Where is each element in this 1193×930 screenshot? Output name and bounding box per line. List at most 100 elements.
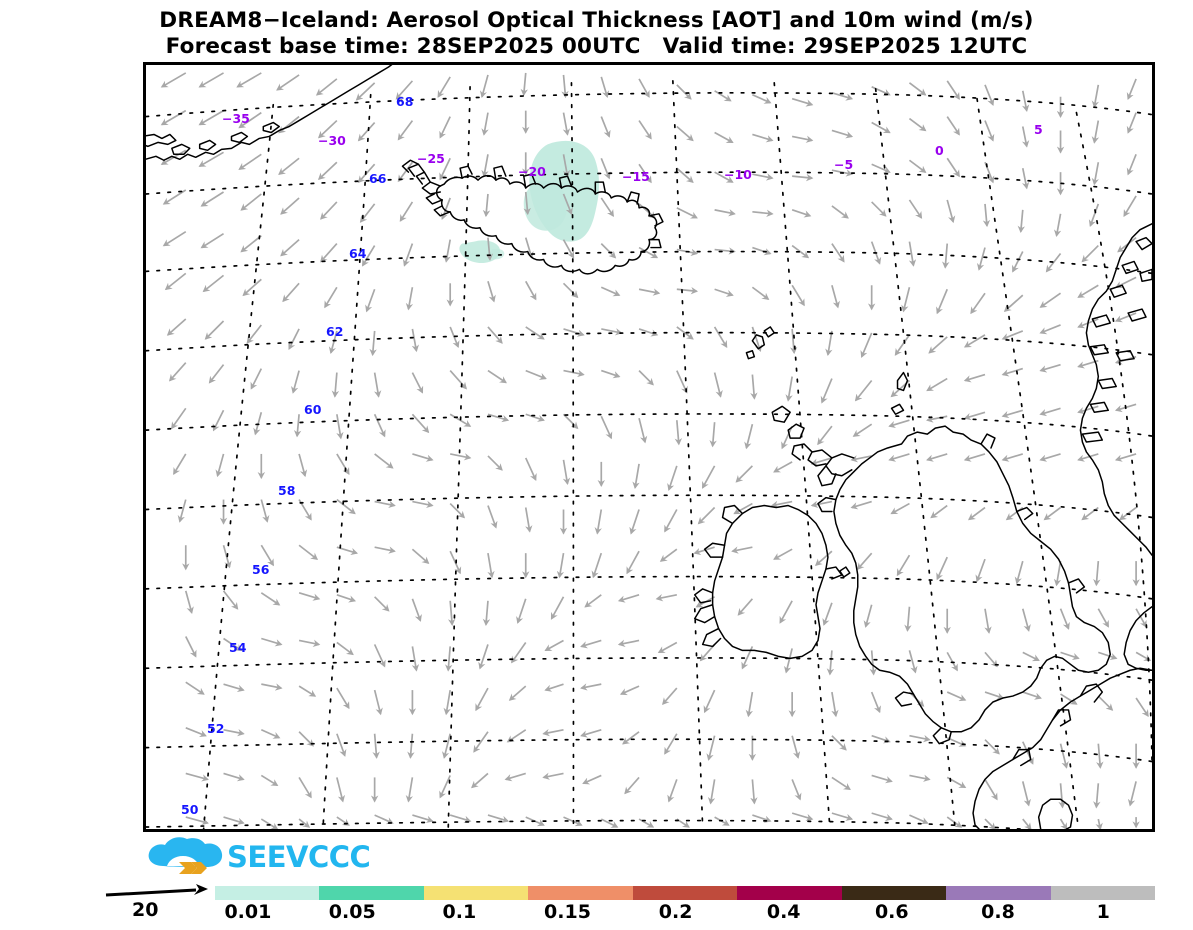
parallel-54 xyxy=(146,657,1152,682)
colorbar-segment-6 xyxy=(841,886,947,900)
meridian-m35 xyxy=(202,103,275,829)
greenland-island-4 xyxy=(262,121,280,134)
scotland-west-coast-2 xyxy=(807,449,833,467)
colorbar-segment-5 xyxy=(737,886,842,900)
denmark-coast xyxy=(1123,606,1152,671)
europe-north-coast xyxy=(972,667,1152,829)
colorbar-tick-6: 0.6 xyxy=(874,901,909,923)
brittany-coast xyxy=(1037,798,1074,829)
cloud-shape xyxy=(148,837,223,867)
norway-inner-2 xyxy=(1127,308,1147,322)
ireland-donegal-bay xyxy=(703,542,726,558)
iceland-west-bay-2 xyxy=(433,205,451,217)
valid-time: Valid time: 29SEP2025 12UTC xyxy=(662,34,1028,59)
map-frame[interactable]: 68 66 64 62 60 58 56 54 52 50 −35 −30 −2… xyxy=(143,62,1155,832)
greenland-island-3 xyxy=(230,131,249,144)
colorbar-tick-0: 0.01 xyxy=(224,901,272,923)
colorbar-tick-5: 0.4 xyxy=(766,901,801,923)
gb-east-inlet-1 xyxy=(980,433,996,449)
aot-shading-layer xyxy=(459,140,600,263)
europe-inlet-1 xyxy=(1079,683,1104,703)
cloud-icon xyxy=(148,837,223,874)
colorbar-tick-2: 0.1 xyxy=(442,901,477,923)
colorbar-tick-1: 0.05 xyxy=(328,901,376,923)
scotland-firth-1 xyxy=(817,465,837,487)
iceland-east-fjord-2 xyxy=(648,238,662,249)
greenland-island-1 xyxy=(171,143,191,156)
ireland-north-coast xyxy=(721,504,744,525)
norway-fjord-8 xyxy=(1081,431,1104,443)
wind-scale-value: 20 xyxy=(132,899,159,921)
colorbar-segment-4 xyxy=(632,886,738,900)
grid-lines-layer xyxy=(146,80,1152,829)
iceland-westfjords-1 xyxy=(421,181,441,195)
wind-vector-field xyxy=(160,72,1152,829)
colorbar-tick-labels: 0.01 0.05 0.1 0.15 0.2 0.4 0.6 0.8 1 xyxy=(215,901,1155,927)
ireland-coast xyxy=(711,504,829,660)
gb-east-inlet-2 xyxy=(1016,506,1034,521)
coastline-layer xyxy=(146,65,1152,829)
norway-inner-3 xyxy=(1115,350,1135,362)
colorbar-tick-7: 0.8 xyxy=(981,901,1015,923)
iceland-westfjords-3 xyxy=(407,163,426,177)
wind-scale-legend: 20 xyxy=(104,884,210,928)
hebrides-3 xyxy=(771,405,791,423)
hebrides-1 xyxy=(791,443,813,461)
great-britain-coast xyxy=(833,425,1111,733)
greenland-inlet-1 xyxy=(146,133,177,148)
colorbar-segment-0 xyxy=(215,886,320,900)
meridian-5 xyxy=(1075,111,1152,761)
logo-wordmark: SEEVCCC xyxy=(227,840,371,874)
hebrides-2 xyxy=(787,423,805,439)
iceland-west-bay-1 xyxy=(425,193,443,205)
arrow-chevron-icon xyxy=(179,862,197,874)
iceland-westfjords-4 xyxy=(401,159,420,173)
meridian-m5 xyxy=(874,87,957,829)
title-line-times: Forecast base time: 28SEP2025 00UTC Valid… xyxy=(0,34,1193,59)
orkney-islands xyxy=(890,403,905,416)
scotland-firth-2 xyxy=(817,496,837,513)
iceland-north-fjord-1 xyxy=(459,165,473,179)
colorbar-segment-1 xyxy=(319,886,424,900)
norway-fjord-4 xyxy=(1091,314,1111,328)
forecast-base-time: Forecast base time: 28SEP2025 00UTC xyxy=(165,34,641,59)
arrow-chevron-icon-2 xyxy=(191,862,207,874)
parallel-58 xyxy=(146,494,1152,519)
faroe-islands-1 xyxy=(751,334,766,350)
shetland-islands xyxy=(896,371,909,392)
wind-scale-arrow-icon xyxy=(105,884,208,897)
norway-coast xyxy=(1079,223,1152,556)
isle-of-man xyxy=(839,566,851,578)
meridian-m30 xyxy=(322,93,372,829)
parallel-52 xyxy=(146,738,1152,763)
parallel-62 xyxy=(146,331,1152,356)
norway-fjord-6 xyxy=(1097,377,1117,390)
meridian-m15 xyxy=(672,80,704,829)
colorbar-segment-2 xyxy=(423,886,529,900)
iceland-north-fjord-3 xyxy=(523,173,537,189)
colorbar-tick-8: 1 xyxy=(1096,901,1110,923)
colorbar-tick-3: 0.15 xyxy=(544,901,591,923)
norway-fjord-5 xyxy=(1089,344,1110,356)
colorbar-segment-8 xyxy=(1050,886,1155,900)
meridian-m10 xyxy=(773,82,831,829)
greenland-island-2 xyxy=(198,139,217,152)
parallel-56 xyxy=(146,575,1152,600)
ireland-west-bay-2 xyxy=(693,604,716,624)
gb-wash xyxy=(1067,578,1086,594)
norway-fjord-3 xyxy=(1109,284,1127,298)
greenland-coast xyxy=(146,65,393,161)
meridian-m20 xyxy=(570,82,575,829)
gb-bristol-channel xyxy=(894,691,915,707)
colorbar-segment-3 xyxy=(528,886,633,900)
gb-cornwall xyxy=(932,727,952,745)
norway-fjord-2 xyxy=(1121,260,1139,275)
ireland-east-inlet xyxy=(825,566,843,580)
colorbar-segment-7 xyxy=(946,886,1051,900)
europe-inlet-3 xyxy=(1012,748,1032,767)
iceland-north-fjord-2 xyxy=(493,165,507,181)
iceland-east-fjord-1 xyxy=(648,213,664,227)
page-title: DREAM8−Iceland: Aerosol Optical Thicknes… xyxy=(0,8,1193,59)
ireland-west-bay-1 xyxy=(693,588,714,604)
